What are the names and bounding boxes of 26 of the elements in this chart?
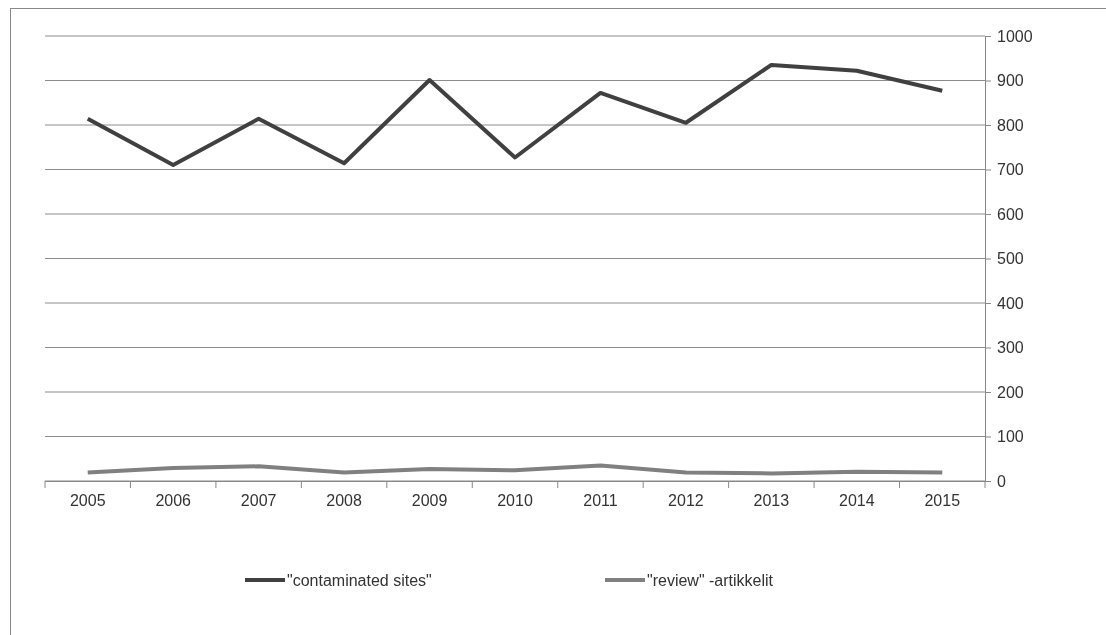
x-tick-label: 2008 [326,492,362,510]
x-tick-label: 2011 [583,492,618,510]
x-tick-label: 2012 [668,492,704,510]
x-tick-label: 2005 [69,492,106,510]
line-series [85,62,945,168]
x-tick-label: 2015 [924,492,961,510]
x-tick-label: 2007 [240,492,277,510]
x-tick-label: 2006 [155,492,192,510]
y-tick-label: 800 [997,116,1024,134]
y-tick-label: 0 [997,472,1006,490]
y-tick-label: 300 [997,339,1024,357]
y-tick-label: 500 [997,250,1024,268]
legend-label: "review" -artikkelit [647,572,774,589]
line-series [85,463,945,476]
y-tick-label: 900 [997,72,1024,90]
y-tick-label: 700 [997,161,1024,179]
x-tick-label: 2010 [497,492,533,510]
x-tick-label: 2009 [411,492,448,510]
y-tick-label: 600 [997,205,1024,223]
x-tick-label: 2014 [839,492,875,510]
y-tick-label: 400 [997,294,1024,312]
y-tick-label: 200 [997,383,1024,401]
y-tick-label: 100 [997,428,1024,446]
legend-label: "contaminated sites" [287,572,432,589]
x-tick-label: 2013 [753,492,790,510]
y-tick-label: 1000 [997,27,1033,45]
